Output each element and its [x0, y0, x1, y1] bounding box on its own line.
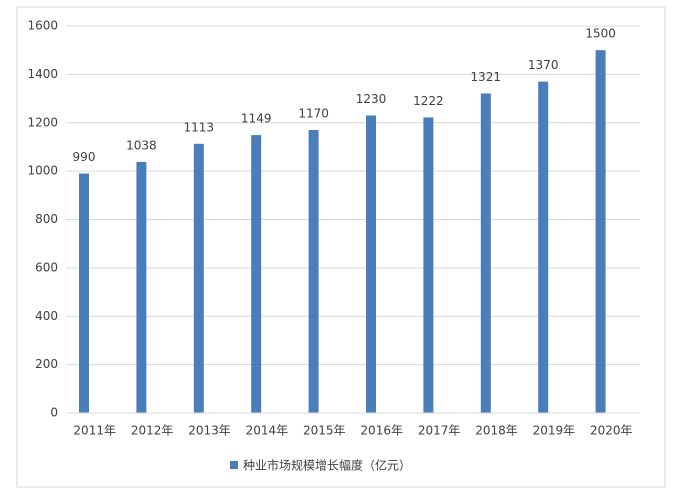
y-tick-label: 1600	[27, 19, 58, 33]
data-label: 1113	[184, 120, 215, 134]
bar	[366, 115, 376, 414]
bar	[538, 81, 549, 413]
x-tick-label: 2018年	[475, 424, 518, 438]
data-label: 1170	[298, 107, 329, 121]
bar	[595, 50, 606, 413]
y-tick-label: 1400	[27, 67, 58, 81]
legend-swatch	[230, 461, 238, 469]
bar	[480, 93, 491, 413]
y-tick-label: 800	[35, 212, 58, 226]
data-label: 1370	[528, 58, 559, 72]
chart-frame	[16, 6, 666, 488]
y-tick-label: 1000	[27, 164, 58, 178]
data-label: 1222	[413, 94, 444, 108]
y-tick-label: 0	[50, 406, 58, 420]
data-label: 1321	[471, 70, 502, 84]
y-tick-label: 400	[35, 309, 58, 323]
bar	[308, 130, 319, 413]
legend-label: 种业市场规模增长幅度（亿元）	[243, 458, 411, 473]
y-tick-label: 600	[35, 260, 58, 274]
data-label: 1038	[126, 138, 157, 152]
bar	[136, 161, 147, 413]
x-tick-label: 2017年	[418, 424, 461, 438]
x-tick-label: 2015年	[303, 424, 346, 438]
x-tick-label: 2019年	[533, 424, 576, 438]
x-tick-label: 2012年	[131, 424, 174, 438]
data-label: 1230	[356, 92, 387, 106]
x-tick-label: 2014年	[246, 424, 289, 438]
data-label: 1149	[241, 112, 272, 126]
y-tick-label: 1200	[27, 115, 58, 129]
x-tick-label: 2011年	[73, 424, 116, 438]
bar	[423, 117, 434, 414]
bar	[193, 143, 204, 413]
data-label: 1500	[585, 27, 616, 41]
y-tick-label: 200	[35, 357, 58, 371]
bar	[251, 135, 262, 413]
x-tick-label: 2020年	[590, 424, 633, 438]
x-tick-label: 2016年	[360, 424, 403, 438]
x-tick-label: 2013年	[188, 424, 231, 438]
bar	[79, 173, 89, 413]
data-label: 990	[73, 150, 96, 164]
